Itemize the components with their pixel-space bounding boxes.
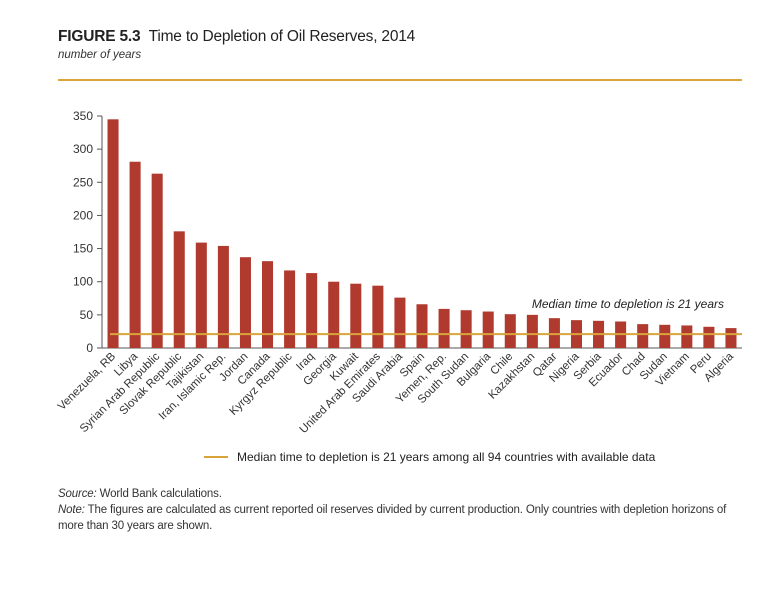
y-tick-label: 0 bbox=[86, 341, 93, 355]
bar bbox=[350, 283, 362, 348]
bar bbox=[195, 242, 207, 348]
y-tick-label: 150 bbox=[73, 242, 93, 256]
y-tick-label: 350 bbox=[73, 109, 93, 123]
bar bbox=[217, 245, 229, 348]
y-axis: 0 50 100 150 200 250 300 350 bbox=[73, 109, 742, 355]
note-text-block: Note: The figures are calculated as curr… bbox=[58, 502, 748, 534]
figure-label: FIGURE 5.3 bbox=[58, 28, 141, 45]
bar bbox=[306, 273, 318, 348]
figure-header: FIGURE 5.3 Time to Depletion of Oil Rese… bbox=[58, 28, 415, 61]
note-label: Note: bbox=[58, 504, 85, 516]
y-tick-label: 300 bbox=[73, 142, 93, 156]
bar bbox=[284, 270, 296, 348]
bar bbox=[151, 173, 163, 348]
notes: Source: World Bank calculations. Note: T… bbox=[58, 486, 748, 534]
bar bbox=[262, 261, 274, 348]
bar bbox=[504, 314, 516, 348]
bar bbox=[703, 326, 715, 348]
bar bbox=[372, 285, 384, 348]
bar bbox=[328, 281, 340, 348]
bar bbox=[129, 161, 141, 348]
bar bbox=[659, 324, 671, 348]
legend-swatch bbox=[204, 456, 228, 458]
bar bbox=[416, 304, 428, 348]
header-divider bbox=[58, 79, 742, 81]
bar bbox=[107, 119, 119, 348]
note-text: The figures are calculated as current re… bbox=[58, 504, 727, 532]
legend-text: Median time to depletion is 21 years amo… bbox=[237, 450, 656, 464]
figure-title: FIGURE 5.3 Time to Depletion of Oil Rese… bbox=[58, 28, 415, 46]
bar bbox=[460, 310, 472, 348]
bar bbox=[681, 325, 693, 348]
y-tick-label: 250 bbox=[73, 175, 93, 189]
bars-group bbox=[107, 119, 737, 348]
median-annotation: Median time to depletion is 21 years bbox=[532, 297, 724, 311]
bar bbox=[482, 311, 494, 348]
bar bbox=[239, 257, 251, 348]
figure-title-text: Time to Depletion of Oil Reserves, 2014 bbox=[148, 28, 416, 45]
source-label: Source: bbox=[58, 488, 97, 500]
figure-subtitle: number of years bbox=[58, 49, 142, 61]
y-tick-label: 100 bbox=[73, 275, 93, 289]
bar bbox=[438, 308, 450, 348]
legend: Median time to depletion is 21 years amo… bbox=[204, 450, 655, 464]
source-note: Source: World Bank calculations. bbox=[58, 486, 748, 502]
source-text: World Bank calculations. bbox=[96, 488, 222, 500]
median-reference-group: Median time to depletion is 21 years bbox=[110, 297, 742, 336]
bar bbox=[173, 231, 185, 348]
bar bbox=[637, 324, 649, 348]
y-tick-label: 50 bbox=[80, 308, 94, 322]
bar bbox=[526, 314, 538, 348]
y-tick-label: 200 bbox=[73, 208, 93, 222]
bar-chart: 0 50 100 150 200 250 300 350 Median time to dep… bbox=[56, 109, 742, 436]
bar bbox=[725, 328, 737, 348]
bar bbox=[394, 297, 406, 348]
